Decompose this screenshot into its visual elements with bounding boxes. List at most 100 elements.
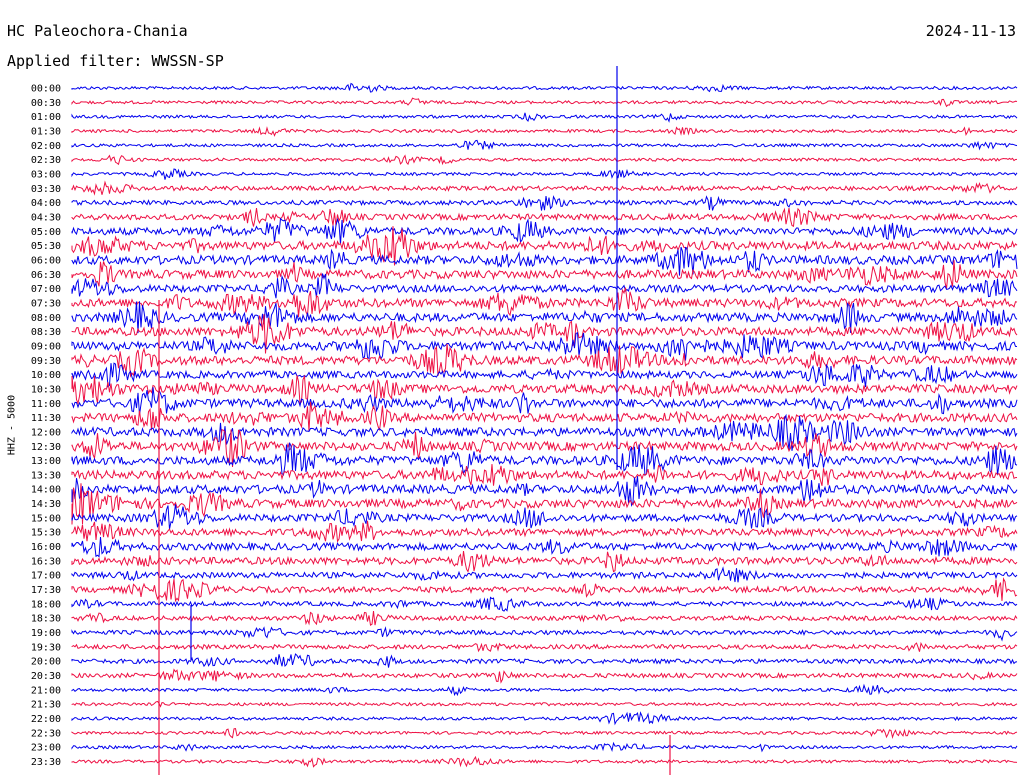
row-time-label: 22:30: [31, 728, 61, 739]
row-time-label: 21:30: [31, 700, 61, 711]
seismic-trace: [71, 653, 1018, 668]
seismic-trace: [71, 596, 1018, 612]
seismic-trace: [71, 611, 1018, 627]
row-time-label: 13:00: [31, 456, 61, 467]
seismic-trace: [71, 728, 1018, 740]
row-time-label: 06:30: [31, 270, 61, 281]
seismic-trace: [71, 504, 1018, 530]
seismic-trace: [71, 711, 1018, 726]
row-time-label: 19:00: [31, 628, 61, 639]
row-time-label: 23:00: [31, 743, 61, 754]
seismic-trace: [71, 442, 1018, 477]
seismic-trace: [71, 537, 1018, 558]
seismic-trace: [71, 343, 1018, 378]
seismic-trace: [71, 301, 1018, 334]
seismic-trace: [71, 207, 1018, 227]
row-time-label: 16:30: [31, 556, 61, 567]
row-time-label: 09:30: [31, 356, 61, 367]
seismic-trace: [71, 260, 1018, 289]
row-time-label: 07:00: [31, 284, 61, 295]
seismic-trace: [71, 226, 1018, 266]
seismic-trace: [71, 741, 1018, 753]
row-time-label: 17:30: [31, 585, 61, 596]
row-time-label: 05:30: [31, 241, 61, 252]
row-time-label: 23:30: [31, 757, 61, 768]
row-time-label: 00:00: [31, 84, 61, 95]
seismic-trace: [71, 668, 1018, 684]
seismic-trace: [71, 139, 1018, 151]
seismic-trace: [71, 217, 1018, 245]
row-time-label: 17:00: [31, 571, 61, 582]
row-time-label: 11:00: [31, 399, 61, 410]
station-title: HC Paleochora-Chania: [7, 22, 188, 40]
row-time-label: 20:30: [31, 671, 61, 682]
seismic-trace: [71, 577, 1018, 603]
row-time-label: 04:00: [31, 198, 61, 209]
row-time-label: 03:30: [31, 184, 61, 195]
seismic-trace: [71, 180, 1018, 196]
row-time-label: 10:00: [31, 370, 61, 381]
row-time-label: 15:00: [31, 513, 61, 524]
seismic-trace: [71, 82, 1018, 93]
seismic-trace: [71, 401, 1018, 432]
seismic-trace: [71, 126, 1018, 137]
row-time-label: 15:30: [31, 528, 61, 539]
row-time-label: 12:00: [31, 427, 61, 438]
seismic-trace: [71, 387, 1018, 415]
seismic-trace: [71, 700, 1018, 708]
seismic-trace: [71, 273, 1018, 299]
row-time-label: 20:00: [31, 657, 61, 668]
row-time-label: 14:00: [31, 485, 61, 496]
row-time-label: 21:00: [31, 685, 61, 696]
trace-group: [71, 66, 1018, 775]
row-time-label: 02:00: [31, 141, 61, 152]
row-time-label: 07:30: [31, 298, 61, 309]
seismic-trace: [71, 755, 1018, 768]
seismic-trace: [71, 287, 1018, 317]
row-time-label: 10:30: [31, 384, 61, 395]
seismic-trace: [71, 168, 1018, 180]
row-time-label: 11:30: [31, 413, 61, 424]
row-time-label: 03:00: [31, 169, 61, 180]
seismic-trace: [71, 566, 1018, 583]
filter-label: Applied filter: WWSSN-SP: [7, 52, 224, 70]
row-time-label: 18:00: [31, 599, 61, 610]
seismic-trace: [71, 314, 1018, 354]
seismic-trace: [71, 551, 1018, 573]
row-time-label: 18:30: [31, 614, 61, 625]
seismic-trace: [71, 683, 1018, 697]
seismic-trace: [71, 112, 1018, 123]
row-time-label: 16:00: [31, 542, 61, 553]
row-time-label: 04:30: [31, 212, 61, 223]
seismic-trace: [71, 331, 1018, 361]
seismic-trace: [71, 374, 1018, 406]
seismic-trace: [71, 476, 1018, 508]
row-time-label: 12:30: [31, 442, 61, 453]
seismic-trace: [71, 641, 1018, 653]
seismic-trace: [71, 154, 1018, 166]
row-time-label: 09:00: [31, 341, 61, 352]
row-time-label: 06:00: [31, 255, 61, 266]
seismic-trace: [71, 195, 1018, 211]
row-time-label: 01:00: [31, 112, 61, 123]
row-time-label: 02:30: [31, 155, 61, 166]
date-label: 2024-11-13: [925, 22, 1016, 40]
row-time-label: 08:00: [31, 313, 61, 324]
row-time-label: 14:30: [31, 499, 61, 510]
seismic-trace: [71, 246, 1018, 276]
row-time-label: 00:30: [31, 98, 61, 109]
seismic-trace: [71, 413, 1018, 451]
seismic-trace: [71, 626, 1018, 642]
row-time-label: 13:30: [31, 470, 61, 481]
row-time-label: 22:00: [31, 714, 61, 725]
row-time-label: 08:30: [31, 327, 61, 338]
seismic-trace: [71, 520, 1018, 543]
row-time-label: 01:30: [31, 126, 61, 137]
row-time-label: 05:00: [31, 227, 61, 238]
seismic-trace: [71, 428, 1018, 468]
row-time-label: 19:30: [31, 642, 61, 653]
seismic-trace: [71, 483, 1018, 525]
seismic-trace: [71, 362, 1018, 388]
row-label-group: 00:00 00:30 01:00 01:30 02:00 02:30 03:00 03:30…: [31, 84, 61, 769]
